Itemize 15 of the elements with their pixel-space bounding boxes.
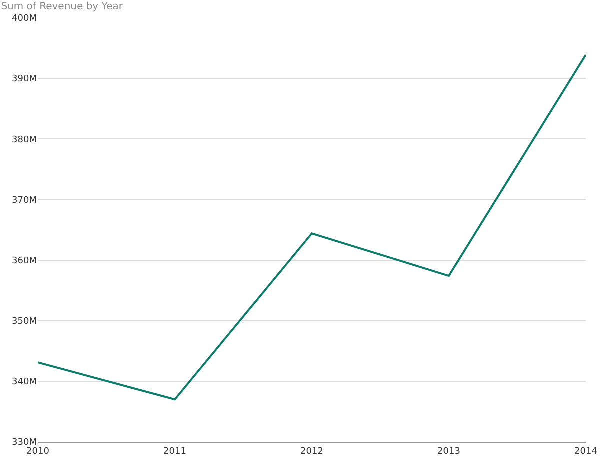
y-tick-label: 340M bbox=[12, 378, 37, 388]
y-tick-label: 350M bbox=[12, 317, 37, 328]
y-tick-label: 380M bbox=[12, 135, 37, 146]
x-tick-label: 2014 bbox=[574, 446, 598, 457]
x-tick-label: 2010 bbox=[26, 446, 50, 457]
y-tick-label: 360M bbox=[12, 256, 37, 266]
x-tick-label: 2011 bbox=[164, 446, 186, 457]
line-series bbox=[38, 54, 586, 401]
y-tick-label: 390M bbox=[12, 74, 37, 85]
y-tick-label: 370M bbox=[12, 196, 37, 206]
x-tick-label: 2013 bbox=[438, 446, 460, 457]
y-tick-label: 400M bbox=[12, 14, 37, 24]
x-tick-label: 2012 bbox=[300, 446, 324, 457]
chart-title: Sum of Revenue by Year bbox=[1, 1, 124, 12]
y-tick-label: 330M bbox=[12, 438, 37, 448]
